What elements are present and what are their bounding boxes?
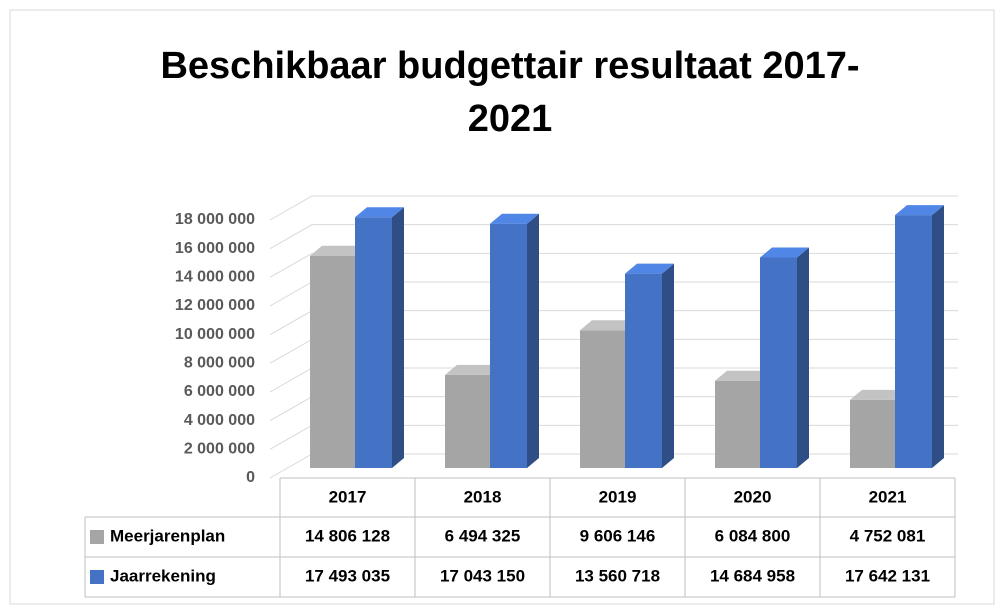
bar-top bbox=[760, 247, 809, 258]
x-tick-label: 2021 bbox=[869, 487, 907, 506]
grid-line bbox=[269, 224, 958, 250]
x-tick-label: 2017 bbox=[329, 487, 367, 506]
bar bbox=[625, 273, 662, 468]
y-tick-label: 10 000 000 bbox=[175, 326, 255, 343]
bar bbox=[850, 399, 895, 468]
bar-top bbox=[895, 205, 944, 216]
bar bbox=[310, 255, 355, 468]
bar bbox=[490, 223, 527, 468]
table-value: 17 642 131 bbox=[845, 566, 930, 585]
table-value: 17 043 150 bbox=[440, 566, 525, 585]
bar bbox=[715, 380, 760, 468]
y-tick-label: 6 000 000 bbox=[184, 383, 255, 400]
chart-title: Beschikbaar budgettair resultaat 2017-20… bbox=[160, 45, 860, 140]
bar-top bbox=[625, 263, 674, 274]
bar-top bbox=[715, 370, 772, 381]
legend-label: Jaarrekening bbox=[110, 566, 216, 585]
bar-top bbox=[355, 207, 404, 218]
y-tick-label: 8 000 000 bbox=[184, 355, 255, 372]
table-value: 14 684 958 bbox=[710, 566, 795, 585]
y-tick-label: 18 000 000 bbox=[175, 211, 255, 228]
grid-line bbox=[269, 195, 958, 221]
table-value: 14 806 128 bbox=[305, 526, 390, 545]
y-tick-label: 4 000 000 bbox=[184, 412, 255, 429]
bar-side bbox=[662, 263, 674, 468]
grid-line bbox=[269, 252, 958, 278]
bar bbox=[355, 217, 392, 468]
bar-side bbox=[797, 247, 809, 468]
bar-top bbox=[580, 320, 637, 331]
bar bbox=[895, 215, 932, 468]
bar-side bbox=[932, 205, 944, 468]
y-tick-label: 2 000 000 bbox=[184, 441, 255, 458]
table-value: 6 494 325 bbox=[445, 526, 521, 545]
x-tick-label: 2018 bbox=[464, 487, 502, 506]
bar-top bbox=[490, 213, 539, 224]
table-value: 17 493 035 bbox=[305, 566, 390, 585]
chart-border bbox=[9, 9, 995, 605]
y-tick-label: 0 bbox=[246, 469, 255, 486]
bar-side bbox=[527, 213, 539, 468]
legend-label: Meerjarenplan bbox=[110, 526, 225, 545]
legend-key bbox=[90, 530, 104, 544]
bar-side bbox=[392, 207, 404, 469]
bar bbox=[760, 257, 797, 468]
x-tick-label: 2019 bbox=[599, 487, 637, 506]
bar bbox=[580, 330, 625, 468]
y-tick-label: 16 000 000 bbox=[175, 240, 255, 257]
legend-key bbox=[90, 570, 104, 584]
table-value: 9 606 146 bbox=[580, 526, 656, 545]
table-value: 4 752 081 bbox=[850, 526, 926, 545]
bar-top bbox=[850, 389, 907, 400]
x-tick-label: 2020 bbox=[734, 487, 772, 506]
y-tick-label: 12 000 000 bbox=[175, 297, 255, 314]
table-value: 13 560 718 bbox=[575, 566, 660, 585]
bar bbox=[445, 374, 490, 468]
bar-top bbox=[445, 364, 502, 375]
table-value: 6 084 800 bbox=[715, 526, 791, 545]
bar-top bbox=[310, 245, 367, 256]
y-tick-label: 14 000 000 bbox=[175, 269, 255, 286]
